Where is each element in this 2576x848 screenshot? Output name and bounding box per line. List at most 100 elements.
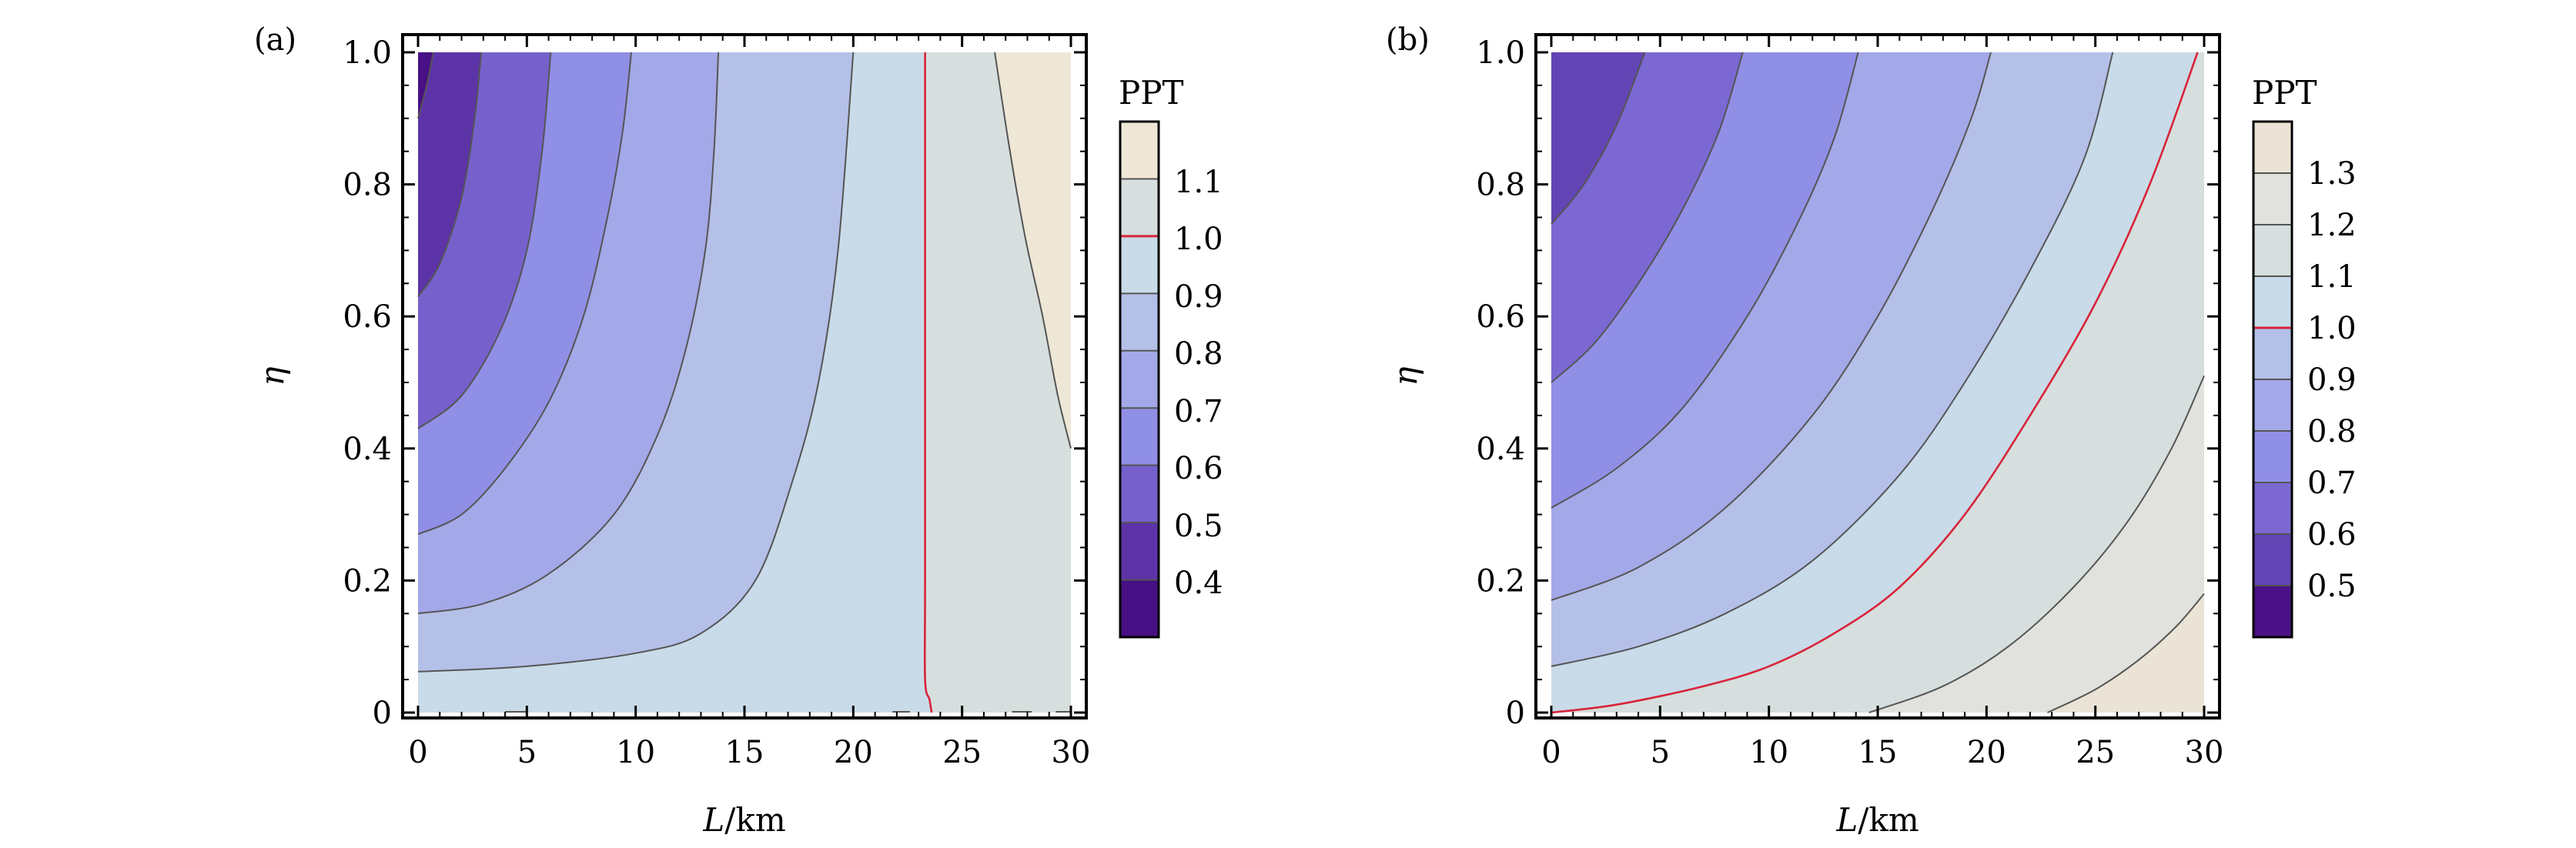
panel-b-ylabel: η [1387, 366, 1424, 386]
fill-region [1551, 52, 1743, 713]
legend-label: 1.1 [1174, 165, 1223, 200]
contour-line [417, 52, 552, 429]
legend-label: 1.0 [2307, 311, 2357, 346]
panel-a-plot-area: 0 5 10 15 20 25 30 0 0.2 0.4 0.6 0.8 1.0 [343, 33, 1090, 770]
y-tick-label: 0.6 [1476, 299, 1525, 335]
x-tick-label: 10 [1749, 735, 1788, 770]
x-tick-label: 5 [517, 735, 537, 770]
panel-a-fills [418, 52, 1071, 713]
panel-a-ylabel: η [253, 366, 291, 386]
x-tick-label: 5 [1651, 735, 1670, 770]
legend-label: 0.6 [2307, 517, 2357, 553]
colorbar-swatch [2253, 482, 2292, 534]
contour-line [1551, 52, 1646, 225]
colorbar-swatch [2253, 276, 2292, 328]
panel-a-contour-lines [417, 52, 1072, 713]
panel-a-colorbar-frame [1119, 120, 1160, 639]
y-tick-label: 0 [373, 696, 392, 731]
legend-label: 0.4 [1174, 566, 1223, 601]
fill-region [1551, 52, 1645, 713]
panel-b-colorbar [2252, 120, 2293, 639]
contour-line [1551, 52, 2114, 667]
colorbar-swatch [1120, 579, 1159, 637]
panel-b-label: (b) [1386, 22, 1430, 58]
y-tick-label: 0.6 [343, 299, 392, 335]
legend-label: 0.7 [2307, 466, 2357, 501]
legend-label: 1.1 [2307, 259, 2357, 295]
contour-line [1551, 52, 1859, 509]
y-tick-label: 0.4 [1476, 432, 1525, 467]
colorbar-swatch [1120, 465, 1159, 523]
colorbar-swatch [2253, 122, 2292, 173]
colorbar-swatch [2253, 173, 2292, 225]
colorbar-swatch [2253, 586, 2292, 637]
x-tick-label: 0 [1541, 735, 1561, 770]
legend-label: 1.3 [2307, 156, 2357, 192]
legend-label: 1.0 [1174, 222, 1223, 257]
y-tick-label: 0.2 [1476, 563, 1525, 599]
panel-b-colorbar-frame [2252, 120, 2293, 639]
y-tick-label: 0.4 [343, 432, 392, 467]
x-tick-label: 0 [408, 735, 427, 770]
legend-label: 0.8 [2307, 414, 2357, 449]
contour-line [1551, 52, 1992, 602]
panel-b-xlabel-unit: /km [1858, 801, 1919, 839]
contour-line [417, 52, 632, 536]
y-tick-label: 0.8 [1476, 168, 1525, 203]
contour-line [417, 52, 720, 615]
panel-a-xlabel: L/km [702, 801, 785, 839]
colorbar-swatch [2253, 379, 2292, 431]
contour-line [2047, 593, 2205, 713]
panel-a-xlabel-var: L [702, 801, 724, 839]
x-tick-label: 15 [725, 735, 764, 770]
x-tick-label: 25 [2076, 735, 2115, 770]
colorbar-swatch [1120, 350, 1159, 409]
colorbar-swatch [2253, 431, 2292, 482]
contour-line [417, 52, 434, 119]
panel-a-label: (a) [254, 22, 296, 58]
panel-b-colorbar-labels: 1.3 1.2 1.1 1.0 0.9 0.8 0.7 0.6 0.5 [2307, 156, 2357, 604]
legend-label: 0.7 [1174, 394, 1223, 429]
legend-label: 1.2 [2307, 208, 2357, 243]
legend-label: 0.9 [1174, 279, 1223, 315]
panel-a-colorbar [1119, 120, 1160, 639]
colorbar-swatch [2253, 225, 2292, 276]
colorbar-swatch [1120, 122, 1159, 179]
panel-b-fills [1551, 52, 2204, 713]
legend-label: 0.5 [2307, 569, 2357, 604]
panel-b-ticks: 0 5 10 15 20 25 30 0 0.2 0.4 0.6 0.8 1.0 [1476, 35, 2223, 770]
y-tick-label: 1.0 [343, 35, 392, 71]
contour-line [417, 52, 855, 673]
x-tick-label: 20 [1967, 735, 2006, 770]
panel-b-legend-title: PPT [2252, 74, 2317, 112]
legend-label: 0.5 [1174, 509, 1223, 544]
fill-region [925, 52, 1071, 713]
colorbar-swatch [1120, 179, 1159, 236]
panel-a-ticks: 0 5 10 15 20 25 30 0 0.2 0.4 0.6 0.8 1.0 [343, 35, 1090, 770]
x-tick-label: 20 [834, 735, 873, 770]
contour-line [417, 52, 482, 298]
colorbar-swatch [2253, 534, 2292, 586]
y-tick-label: 0 [1506, 696, 1525, 731]
legend-label: 0.8 [1174, 336, 1223, 372]
panel-a-colorbar-labels: 1.1 1.0 0.9 0.8 0.7 0.6 0.5 0.4 [1174, 165, 1223, 601]
x-tick-label: 15 [1858, 735, 1898, 770]
legend-label: 0.9 [2307, 362, 2357, 398]
y-tick-label: 0.8 [343, 168, 392, 203]
colorbar-swatch [1120, 522, 1159, 580]
x-tick-label: 30 [2185, 735, 2224, 770]
colorbar-swatch [1120, 408, 1159, 466]
contour-line [1551, 52, 1744, 383]
panel-b-xlabel-var: L [1835, 801, 1858, 839]
contour-line-critical [1551, 52, 2199, 714]
y-tick-label: 1.0 [1476, 35, 1525, 71]
fill-region [418, 52, 481, 297]
panel-b-xlabel: L/km [1835, 801, 1919, 839]
colorbar-swatch [1120, 235, 1159, 294]
panel-b-contour-lines [1551, 52, 2205, 714]
colorbar-swatch [1120, 293, 1159, 351]
panel-b-plot-area: 0 5 10 15 20 25 30 0 0.2 0.4 0.6 0.8 1.0 [1476, 33, 2223, 770]
